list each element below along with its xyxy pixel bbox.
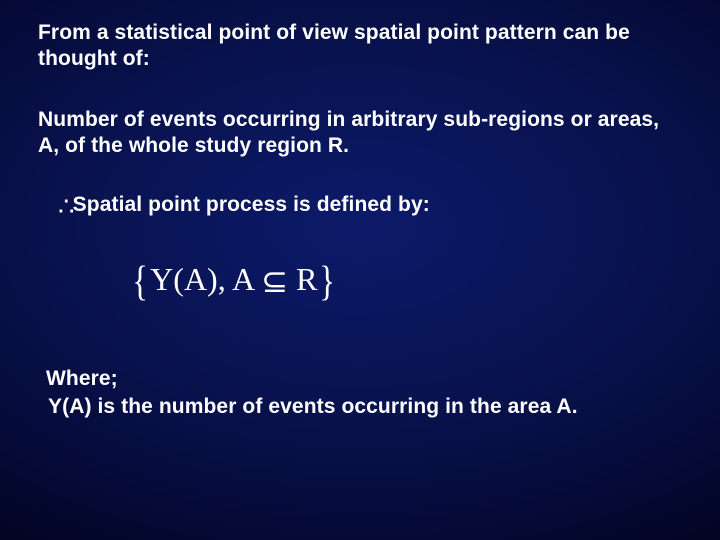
formula: {Y(A), A ⊆ R} bbox=[130, 261, 338, 297]
subset-symbol: ⊆ bbox=[261, 262, 288, 300]
slide: From a statistical point of view spatial… bbox=[0, 0, 720, 540]
right-brace: } bbox=[320, 258, 336, 306]
paragraph-intro: From a statistical point of view spatial… bbox=[38, 20, 682, 73]
definition-text: Spatial point process is defined by: bbox=[73, 193, 430, 216]
paragraph-definition: ∴Spatial point process is defined by: bbox=[58, 191, 682, 224]
where-label: Where; bbox=[46, 366, 682, 392]
formula-part-1: Y(A), A bbox=[150, 261, 261, 297]
paragraph-subregions: Number of events occurring in arbitrary … bbox=[38, 107, 682, 160]
where-explanation: Y(A) is the number of events occurring i… bbox=[48, 394, 682, 420]
formula-block: {Y(A), A ⊆ R} bbox=[130, 258, 682, 306]
formula-part-2: R bbox=[288, 261, 317, 297]
left-brace: { bbox=[132, 258, 148, 306]
